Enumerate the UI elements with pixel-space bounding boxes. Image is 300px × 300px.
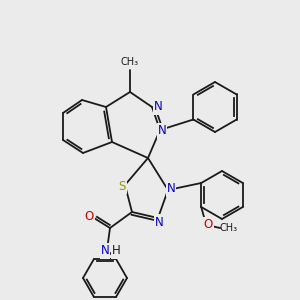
Text: N: N bbox=[154, 100, 162, 113]
Text: N: N bbox=[100, 244, 109, 257]
Text: H: H bbox=[112, 244, 120, 257]
Text: N: N bbox=[158, 124, 166, 137]
Text: N: N bbox=[154, 215, 164, 229]
Text: CH₃: CH₃ bbox=[219, 223, 237, 233]
Text: N: N bbox=[167, 182, 176, 196]
Text: CH₃: CH₃ bbox=[121, 57, 139, 67]
Text: O: O bbox=[84, 211, 94, 224]
Text: O: O bbox=[204, 218, 213, 232]
Text: S: S bbox=[118, 179, 126, 193]
